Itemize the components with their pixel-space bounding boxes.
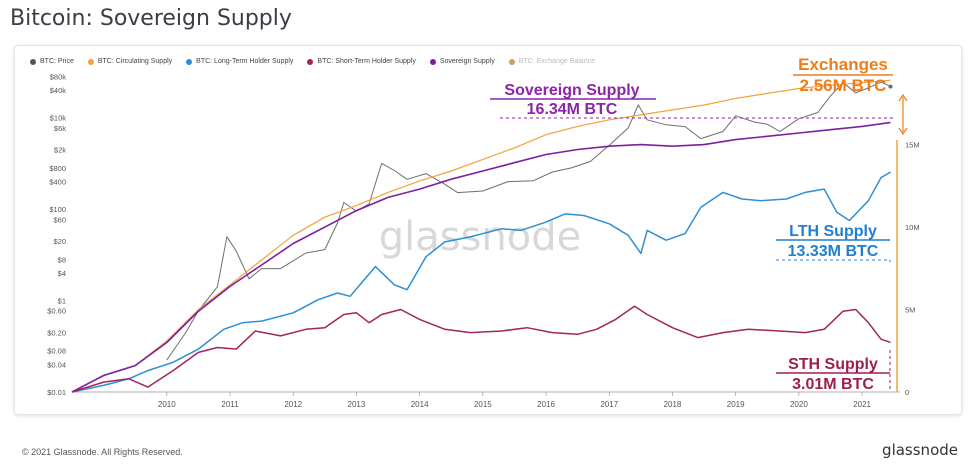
legend-item-2[interactable]: BTC: Long-Term Holder Supply xyxy=(186,58,293,65)
legend-label: BTC: Short-Term Holder Supply xyxy=(317,58,416,65)
sth-annotation-title: STH Supply xyxy=(788,356,878,373)
chart-legend: BTC: Price BTC: Circulating Supply BTC: Lo… xyxy=(30,58,595,65)
legend-item-4[interactable]: Sovereign Supply xyxy=(429,58,495,65)
y-left-tick-label: $4 xyxy=(58,269,66,278)
y-right-tick-label: 5M xyxy=(905,306,915,315)
series-line-3 xyxy=(71,171,891,393)
legend-label: BTC: Exchange Balance xyxy=(518,58,595,65)
x-tick-label: 2014 xyxy=(411,400,429,409)
y-right-tick-label: 15M xyxy=(905,141,920,150)
x-tick-label: 2020 xyxy=(790,400,808,409)
x-tick-label: 2013 xyxy=(348,400,366,409)
legend-dot-icon xyxy=(429,58,436,65)
y-right-tick-label: 10M xyxy=(905,223,920,232)
legend-item-1[interactable]: BTC: Circulating Supply xyxy=(87,58,173,65)
x-tick-label: 2017 xyxy=(600,400,618,409)
y-left-tick-label: $40k xyxy=(50,86,67,95)
legend-dot-icon xyxy=(307,58,314,65)
legend-dot-icon xyxy=(30,58,36,65)
x-tick-label: 2012 xyxy=(284,400,302,409)
exchanges-annotation-title: Exchanges xyxy=(798,55,888,74)
y-left-tick-label: $0.01 xyxy=(47,388,66,397)
legend-label: BTC: Long-Term Holder Supply xyxy=(196,58,294,65)
y-left-tick-label: $80k xyxy=(50,72,67,81)
legend-item-5[interactable]: BTC: Exchange Balance xyxy=(508,58,595,65)
sovereign-annotation-title: Sovereign Supply xyxy=(504,82,639,99)
x-tick-label: 2011 xyxy=(221,400,239,409)
y-left-tick-label: $0.08 xyxy=(47,347,66,356)
exchanges-arrow-down-icon xyxy=(898,127,908,136)
y-left-tick-label: $2k xyxy=(54,146,66,155)
y-left-tick-label: $0.60 xyxy=(47,307,66,316)
x-tick-label: 2016 xyxy=(537,400,555,409)
y-left-tick-label: $1 xyxy=(58,297,66,306)
series-line-1 xyxy=(71,79,891,393)
legend-dot-icon xyxy=(508,58,515,65)
legend-item-3[interactable]: BTC: Short-Term Holder Supply xyxy=(307,58,416,65)
y-left-tick-label: $8 xyxy=(58,255,66,264)
x-tick-label: 2015 xyxy=(474,400,492,409)
watermark-text: glassnode xyxy=(379,214,582,260)
price-end-marker xyxy=(888,84,893,89)
y-left-tick-label: $400 xyxy=(49,178,66,187)
y-left-tick-label: $0.20 xyxy=(47,329,66,338)
x-tick-label: 2019 xyxy=(727,400,745,409)
sovereign-annotation-value: 16.34M BTC xyxy=(527,101,618,118)
exchanges-annotation-value: 2.56M BTC xyxy=(800,76,887,95)
series-line-2 xyxy=(71,121,891,393)
y-left-tick-label: $20 xyxy=(53,237,66,246)
lth-annotation-value: 13.33M BTC xyxy=(788,243,879,260)
x-tick-label: 2021 xyxy=(853,400,871,409)
brand-logo-text: glassnode xyxy=(882,441,958,459)
y-left-tick-label: $6k xyxy=(54,124,66,133)
x-tick-label: 2010 xyxy=(158,400,176,409)
legend-dot-icon xyxy=(186,58,193,65)
lth-annotation-title: LTH Supply xyxy=(789,223,877,240)
y-left-tick-label: $100 xyxy=(49,205,66,214)
y-left-tick-label: $0.04 xyxy=(47,360,66,369)
exchanges-arrow-up-icon xyxy=(898,93,908,102)
y-left-tick-label: $10k xyxy=(50,114,67,123)
series-line-4 xyxy=(71,305,891,393)
x-tick-label: 2018 xyxy=(664,400,682,409)
legend-dot-icon xyxy=(87,58,94,65)
page-title: Bitcoin: Sovereign Supply xyxy=(10,6,292,31)
y-left-tick-label: $800 xyxy=(49,164,66,173)
legend-label: Sovereign Supply xyxy=(439,58,495,65)
y-right-tick-label: 0 xyxy=(905,388,909,397)
copyright-text: © 2021 Glassnode. All Rights Reserved. xyxy=(22,447,183,457)
y-left-tick-label: $60 xyxy=(53,215,66,224)
series-line-0 xyxy=(166,81,891,361)
sth-annotation-value: 3.01M BTC xyxy=(792,376,874,393)
legend-item-0[interactable]: BTC: Price xyxy=(30,58,74,65)
legend-label: BTC: Price xyxy=(40,58,74,65)
legend-label: BTC: Circulating Supply xyxy=(97,58,173,65)
